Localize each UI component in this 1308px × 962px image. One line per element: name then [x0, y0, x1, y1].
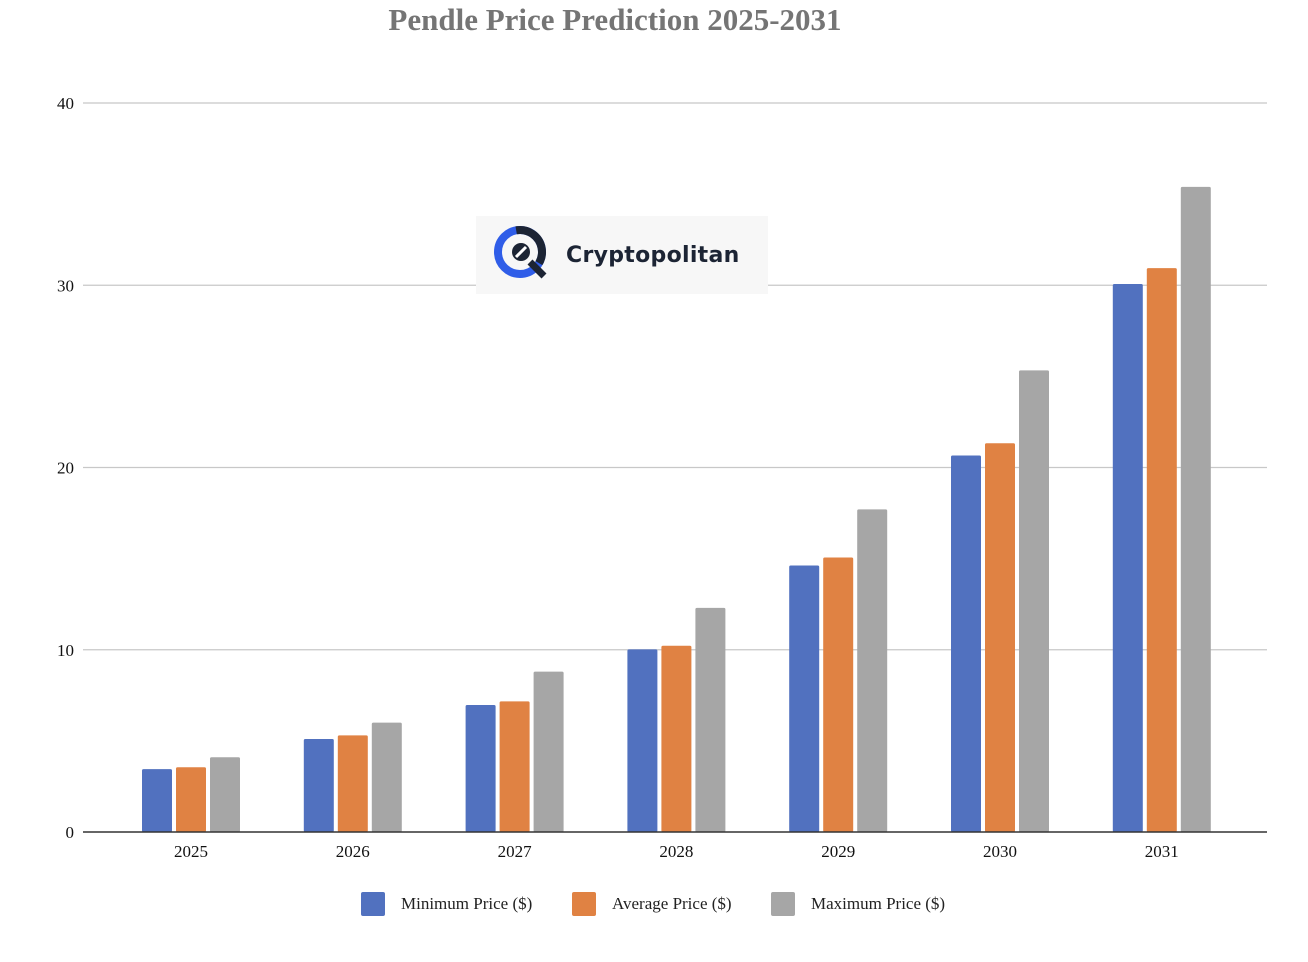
legend-swatch-average [572, 892, 596, 916]
legend: Minimum Price ($) Average Price ($) Maxi… [0, 890, 1308, 920]
x-tick-label: 2029 [821, 842, 855, 861]
cryptopolitan-logo-icon [490, 224, 554, 287]
bar-maximum-2027 [533, 671, 564, 832]
x-tick-label: 2031 [1145, 842, 1179, 861]
bar-maximum-2026 [371, 722, 402, 832]
y-tick-label: 0 [66, 823, 75, 842]
legend-item-average: Average Price ($) [572, 890, 732, 918]
legend-swatch-minimum [361, 892, 385, 916]
bar-average-2025 [176, 767, 206, 832]
bar-average-2029 [823, 557, 854, 832]
bars [142, 186, 1211, 832]
bar-minimum-2031 [1112, 283, 1143, 832]
x-tick-label: 2030 [983, 842, 1017, 861]
x-tick-label: 2025 [174, 842, 208, 861]
y-tick-label: 10 [57, 641, 74, 660]
y-tick-label: 20 [57, 459, 74, 478]
bar-maximum-2029 [857, 509, 888, 832]
bar-maximum-2028 [695, 607, 726, 832]
bar-minimum-2027 [465, 704, 496, 832]
bar-minimum-2030 [951, 455, 981, 832]
bar-maximum-2025 [210, 757, 240, 832]
gridlines [83, 102, 1267, 651]
bar-minimum-2025 [142, 769, 172, 832]
y-tick-label: 40 [57, 94, 74, 113]
legend-item-minimum: Minimum Price ($) [361, 890, 532, 918]
bar-minimum-2029 [789, 565, 820, 832]
legend-label-minimum: Minimum Price ($) [401, 894, 533, 913]
bar-average-2026 [337, 735, 368, 832]
legend-label-average: Average Price ($) [612, 894, 732, 913]
x-tick-label: 2027 [498, 842, 533, 861]
legend-label-maximum: Maximum Price ($) [811, 894, 946, 913]
logo-text: Cryptopolitan [566, 242, 740, 268]
bar-average-2027 [499, 701, 530, 832]
x-tick-label: 2028 [659, 842, 693, 861]
bar-minimum-2028 [627, 649, 658, 832]
bar-minimum-2026 [303, 739, 334, 832]
y-tick-label: 30 [57, 276, 74, 295]
chart-title: Pendle Price Prediction 2025-2031 [388, 2, 842, 37]
bar-maximum-2030 [1019, 370, 1049, 832]
bar-average-2030 [985, 443, 1015, 832]
bar-average-2028 [661, 645, 692, 832]
bar-maximum-2031 [1180, 186, 1211, 832]
x-tick-label: 2026 [336, 842, 370, 861]
legend-swatch-maximum [771, 892, 795, 916]
watermark-logo: Cryptopolitan [476, 216, 768, 294]
legend-item-maximum: Maximum Price ($) [771, 890, 945, 918]
bar-average-2031 [1146, 268, 1177, 832]
